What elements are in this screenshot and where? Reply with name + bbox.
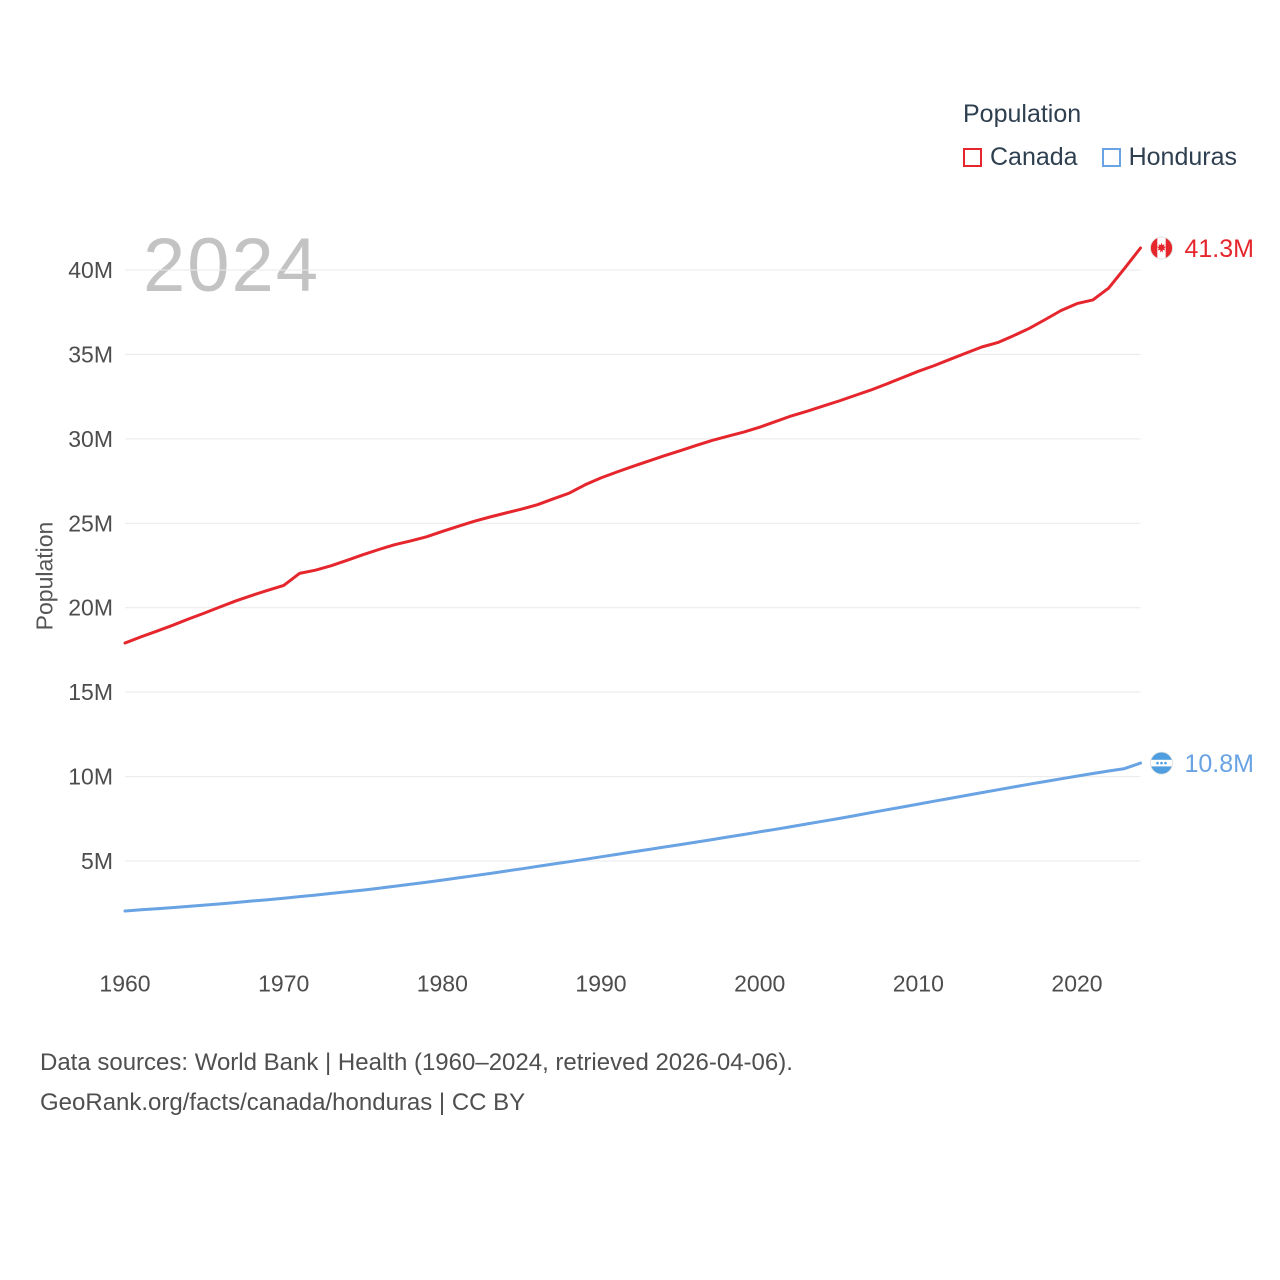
honduras-end-value: 10.8M	[1185, 750, 1254, 778]
x-tick-label: 1980	[417, 970, 468, 996]
legend-item-canada[interactable]: Canada	[963, 143, 1078, 172]
legend-swatch-canada	[963, 148, 982, 167]
y-tick-label: 25M	[68, 510, 113, 536]
y-tick-label: 10M	[68, 764, 113, 790]
legend: Population Canada Honduras	[963, 100, 1237, 172]
year-watermark: 2024	[143, 223, 321, 308]
canada-line[interactable]	[123, 246, 1142, 645]
honduras-line[interactable]	[123, 761, 1142, 913]
y-tick-label: 15M	[68, 679, 113, 705]
canada-end-value: 41.3M	[1185, 235, 1254, 263]
canada-flag-icon	[1150, 236, 1173, 260]
x-tick-label: 1960	[99, 970, 150, 996]
legend-items: Canada Honduras	[963, 143, 1237, 172]
legend-label-honduras: Honduras	[1128, 143, 1237, 171]
y-tick-label: 20M	[68, 595, 113, 621]
x-tick-label: 2020	[1051, 970, 1102, 996]
x-tick-label: 1990	[575, 970, 626, 996]
legend-label-canada: Canada	[990, 143, 1078, 171]
legend-title: Population	[963, 100, 1082, 128]
y-tick-label: 30M	[68, 426, 113, 452]
x-tick-label: 2010	[893, 970, 944, 996]
x-tick-label: 1970	[258, 970, 309, 996]
footer: Data sources: World Bank | Health (1960–…	[40, 1043, 793, 1123]
legend-swatch-honduras	[1101, 148, 1121, 167]
data-sources-line: Data sources: World Bank | Health (1960–…	[40, 1049, 793, 1076]
attribution-line: GeoRank.org/facts/canada/honduras | CC B…	[40, 1089, 526, 1116]
y-tick-label: 35M	[68, 341, 113, 367]
x-tick-label: 2000	[734, 970, 785, 996]
y-tick-label: 5M	[81, 848, 113, 874]
y-tick-label: 40M	[68, 257, 113, 283]
honduras-flag-icon	[1150, 751, 1173, 775]
legend-item-honduras[interactable]: Honduras	[1101, 143, 1237, 172]
